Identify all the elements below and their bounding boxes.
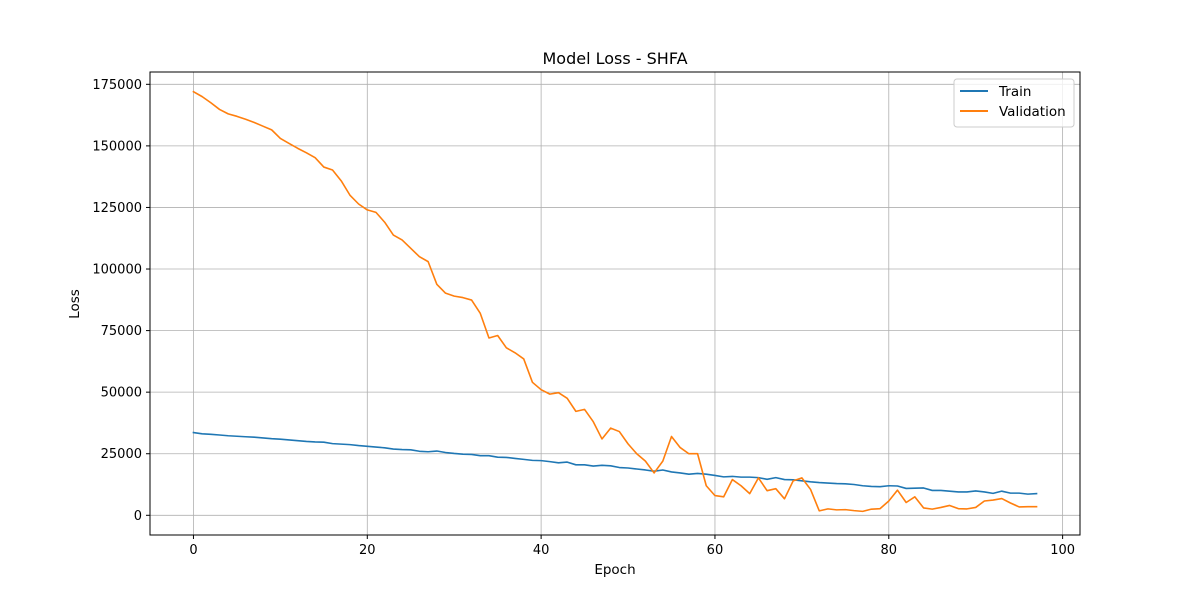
y-tick-label: 0 (134, 509, 142, 524)
y-axis-title: Loss (67, 289, 83, 319)
y-tick-label: 125000 (92, 201, 142, 216)
y-axis-ticks: 0 25000 50000 75000 100000 125000 150000 175000 (92, 78, 150, 524)
legend-label-train: Train (998, 84, 1031, 100)
y-tick-label: 175000 (92, 78, 142, 93)
legend-label-validation: Validation (999, 104, 1066, 120)
y-tick-label: 100000 (92, 263, 142, 278)
series-line-validation (192, 90, 1038, 513)
y-tick-label: 150000 (92, 139, 142, 154)
x-tick-label: 40 (533, 543, 550, 558)
y-tick-label: 75000 (101, 324, 142, 339)
series-line-train (192, 431, 1038, 495)
legend: Train Validation (953, 78, 1075, 128)
series-lines (192, 90, 1038, 513)
x-tick-label: 0 (189, 543, 197, 558)
x-tick-label: 20 (359, 543, 376, 558)
x-tick-label: 80 (881, 543, 898, 558)
y-tick-label: 50000 (101, 386, 142, 401)
chart-title: Model Loss - SHFA (542, 49, 687, 68)
x-axis-title: Epoch (594, 562, 635, 578)
y-tick-label: 25000 (101, 447, 142, 462)
plot-frame (149, 71, 1081, 536)
grid (150, 72, 1080, 535)
x-axis-ticks: 0 20 40 60 80 100 (189, 535, 1075, 558)
x-tick-label: 100 (1050, 543, 1075, 558)
x-tick-label: 60 (707, 543, 724, 558)
